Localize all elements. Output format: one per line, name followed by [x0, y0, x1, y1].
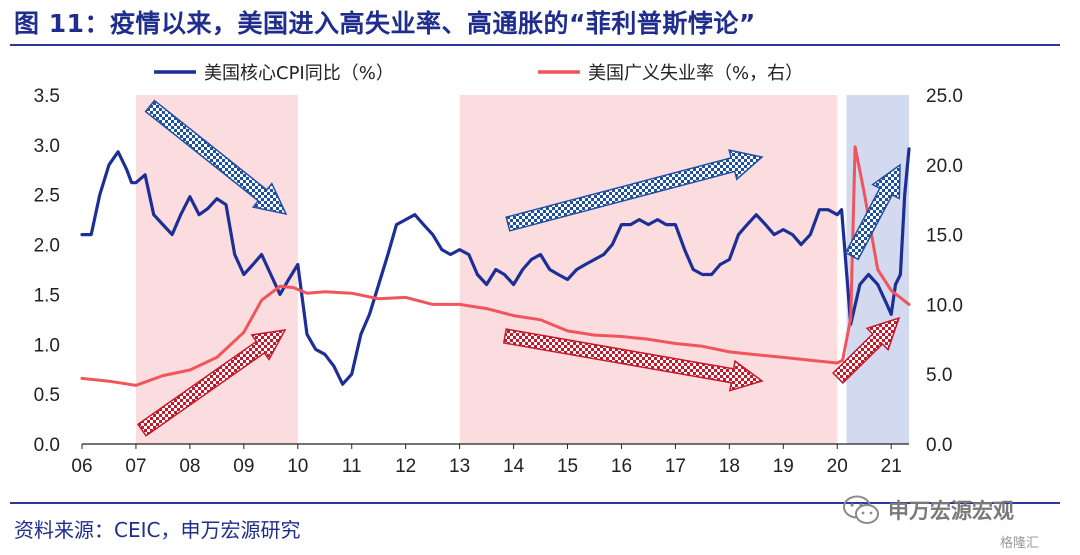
y-right-tick-label: 0.0: [926, 435, 952, 456]
trend-arrows: [136, 99, 901, 437]
y-right-tick-label: 15.0: [926, 226, 963, 247]
legend-label-core-cpi: 美国核心CPI同比（%）: [204, 63, 394, 84]
x-tick-label: 14: [503, 456, 525, 477]
arrow-down-unemp-2013: [502, 328, 764, 392]
arrow-up-cpi-2013: [505, 149, 764, 232]
x-tick-label: 19: [773, 456, 794, 477]
y-right-tick-label: 5.0: [926, 365, 952, 386]
x-tick-label: 18: [719, 456, 740, 477]
legend-label-unemployment: 美国广义失业率（%，右）: [588, 63, 803, 84]
y-left-tick-label: 3.0: [34, 136, 60, 157]
y-left-tick-label: 2.5: [34, 186, 60, 207]
arrow-up-unemp-2020: [832, 316, 901, 385]
x-tick-label: 17: [665, 456, 686, 477]
legend: 美国核心CPI同比（%） 美国广义失业率（%，右）: [154, 63, 803, 84]
x-tick-label: 06: [71, 456, 92, 477]
x-tick-label: 10: [287, 456, 308, 477]
wechat-icon: [843, 495, 879, 524]
x-tick-label: 16: [611, 456, 632, 477]
series-line-unemployment: [80, 145, 911, 387]
x-tick-label: 11: [342, 456, 362, 477]
y-left-tick-label: 1.5: [34, 285, 60, 306]
watermark: 申万宏源宏观: [842, 492, 1072, 528]
arrow-up-cpi-2020: [844, 163, 901, 261]
title-divider: [10, 44, 1060, 46]
axes: 06 07 08 09 10 11 12 13 14 15 16 17 18 19 20 21 0.0 0.5 1.…: [34, 86, 963, 477]
x-tick-label: 08: [179, 456, 200, 477]
series-line-core-cpi: [80, 147, 911, 386]
y-left-tick-label: 0.5: [34, 385, 60, 406]
watermark-sub: 格隆汇: [1000, 536, 1040, 551]
watermark-text: 申万宏源宏观: [888, 499, 1014, 523]
source-divider: [10, 502, 1060, 504]
arrow-down-cpi-2007: [144, 99, 288, 216]
x-tick-label: 21: [881, 456, 902, 477]
x-tick-label: 09: [233, 456, 254, 477]
x-tick-label: 20: [827, 456, 848, 477]
arrow-up-unemp-2007: [136, 329, 287, 437]
x-tick-label: 12: [395, 456, 416, 477]
y-right-tick-label: 10.0: [926, 295, 963, 316]
chart-title: 图 11：疫情以来，美国进入高失业率、高通胀的“菲利普斯悖论”: [14, 9, 756, 38]
shaded-period-1: [135, 95, 298, 444]
series-lines: [80, 145, 911, 387]
y-right-tick-label: 25.0: [926, 86, 963, 107]
shaded-period-2: [459, 95, 838, 444]
x-tick-label: 15: [557, 456, 578, 477]
y-right-tick-label: 20.0: [926, 156, 963, 177]
source-note: 资料来源：CEIC，申万宏源研究: [14, 518, 301, 542]
y-left-tick-label: 2.0: [34, 236, 60, 257]
y-left-tick-label: 1.0: [34, 335, 60, 356]
y-left-tick-label: 0.0: [34, 435, 60, 456]
x-tick-label: 07: [125, 456, 146, 477]
y-left-tick-label: 3.5: [34, 86, 60, 107]
x-tick-label: 13: [449, 456, 470, 477]
